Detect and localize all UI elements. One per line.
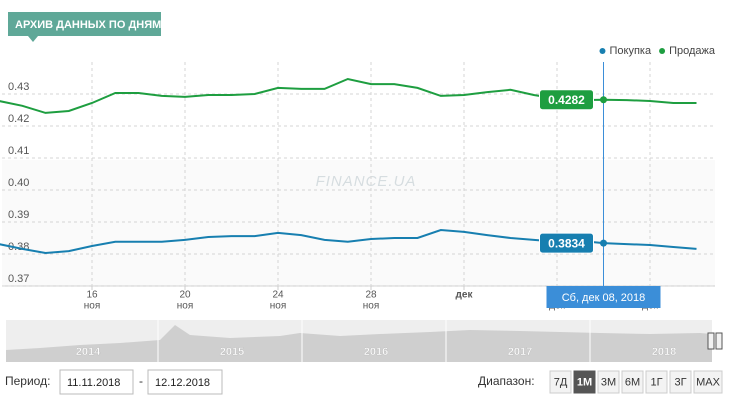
x-tick-sublabel: ноя (270, 301, 287, 312)
value-label-box (539, 232, 594, 254)
value-label: 0.4282 (548, 93, 585, 107)
watermark: FINANCE.UA (316, 173, 417, 190)
navigator-year: 2014 (76, 346, 101, 358)
range-button-label[interactable]: 3Г (674, 376, 686, 388)
x-tick-sublabel: ноя (84, 301, 101, 312)
range-button[interactable] (669, 370, 692, 394)
x-tick-label: дек (456, 290, 474, 301)
plot-shade (2, 160, 715, 286)
x-tick-label: 20 (179, 290, 191, 301)
range-button[interactable] (621, 370, 644, 394)
value-label: 0.3834 (548, 236, 585, 250)
range-button-label[interactable]: 3М (601, 376, 616, 388)
period-separator: - (139, 374, 143, 388)
date-to-box[interactable] (147, 369, 223, 395)
legend-marker (659, 48, 666, 54)
y-tick-label: 0.39 (8, 209, 29, 221)
header-tab (8, 12, 161, 36)
navigator-year: 2017 (508, 346, 532, 358)
range-button-label[interactable]: 6М (625, 376, 640, 388)
header-title: АРХИВ ДАННЫХ ПО ДНЯМ (15, 19, 161, 31)
range-button-label[interactable]: MAX (696, 376, 721, 388)
date-to[interactable]: 12.12.2018 (155, 377, 210, 389)
x-tick-label: 16 (86, 290, 98, 301)
range-button-label[interactable]: 1Г (650, 376, 662, 388)
navigator-area (6, 325, 712, 362)
tooltip-box (546, 286, 661, 308)
highlight-point (600, 239, 607, 247)
range-label: Диапазон: (478, 374, 535, 388)
range-button[interactable] (573, 370, 596, 394)
range-button-label[interactable]: 1М (577, 376, 592, 388)
navigator-year: 2018 (652, 346, 676, 358)
navigator-year: 2015 (220, 346, 244, 358)
navigator-handle[interactable] (715, 332, 723, 350)
range-button[interactable] (645, 370, 668, 394)
x-tick-label: 28 (365, 290, 377, 301)
range-button[interactable] (693, 370, 723, 394)
range-button[interactable] (597, 370, 620, 394)
legend-label: Покупка (609, 45, 651, 57)
navigator-handle[interactable] (707, 332, 715, 350)
y-tick-label: 0.43 (8, 81, 29, 93)
y-tick-label: 0.42 (8, 113, 29, 125)
date-from[interactable]: 11.11.2018 (67, 377, 120, 389)
range-button[interactable] (549, 370, 572, 394)
x-tick-label: 24 (272, 290, 284, 301)
range-button-label[interactable]: 7Д (554, 376, 568, 388)
navigator-year: 2016 (364, 346, 388, 358)
y-tick-label: 0.37 (8, 273, 29, 285)
x-tick-sublabel: ноя (177, 301, 194, 312)
y-tick-label: 0.40 (8, 177, 29, 189)
highlight-point (600, 96, 607, 104)
date-from-box[interactable] (59, 369, 134, 395)
tooltip-label: Сб, дек 08, 2018 (562, 292, 646, 304)
y-tick-label: 0.41 (8, 145, 29, 157)
header-pointer (28, 36, 38, 42)
value-label-box (539, 89, 594, 111)
x-tick-sublabel: ноя (363, 301, 380, 312)
period-label: Период: (5, 374, 50, 388)
legend-marker (599, 48, 606, 54)
legend-label: Продажа (669, 45, 716, 57)
